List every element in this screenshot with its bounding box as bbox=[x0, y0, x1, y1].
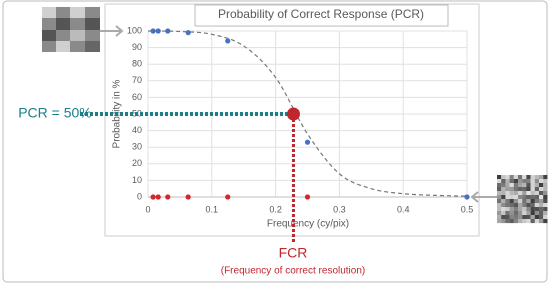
y-tick-label: 90 bbox=[132, 42, 142, 52]
y-tick-label: 60 bbox=[132, 92, 142, 102]
y-tick-label: 80 bbox=[132, 59, 142, 69]
point bbox=[305, 194, 310, 199]
x-tick-label: 0.3 bbox=[333, 204, 346, 214]
x-tick-label: 0.5 bbox=[461, 204, 474, 214]
point bbox=[165, 28, 170, 33]
point bbox=[305, 140, 310, 145]
thumb-checker bbox=[42, 7, 100, 52]
x-tick-label: 0.1 bbox=[206, 204, 219, 214]
y-tick-label: 100 bbox=[127, 25, 142, 35]
x-axis-label: Frequency (cy/pix) bbox=[267, 219, 349, 230]
point bbox=[464, 194, 469, 199]
y-tick-label: 40 bbox=[132, 125, 142, 135]
highlight-point bbox=[287, 108, 300, 121]
point bbox=[225, 194, 230, 199]
fcr-label: FCR bbox=[279, 245, 308, 261]
point bbox=[156, 28, 161, 33]
y-tick-label: 20 bbox=[132, 158, 142, 168]
y-tick-label: 0 bbox=[137, 191, 142, 201]
point bbox=[186, 30, 191, 35]
x-tick-label: 0.2 bbox=[269, 204, 282, 214]
point bbox=[186, 194, 191, 199]
y-tick-label: 10 bbox=[132, 175, 142, 185]
thumb-noise bbox=[497, 175, 548, 223]
x-tick-label: 0 bbox=[145, 204, 150, 214]
chart-title: Probability of Correct Response (PCR) bbox=[218, 7, 424, 21]
y-tick-label: 30 bbox=[132, 142, 142, 152]
point bbox=[151, 194, 156, 199]
y-tick-label: 70 bbox=[132, 75, 142, 85]
figure: Probability of Correct Response (PCR) Pr… bbox=[0, 0, 551, 285]
point bbox=[165, 194, 170, 199]
point bbox=[225, 38, 230, 43]
fcr-note: (Frequency of correct resolution) bbox=[221, 266, 366, 277]
point bbox=[151, 28, 156, 33]
point bbox=[156, 194, 161, 199]
x-tick-label: 0.4 bbox=[397, 204, 410, 214]
